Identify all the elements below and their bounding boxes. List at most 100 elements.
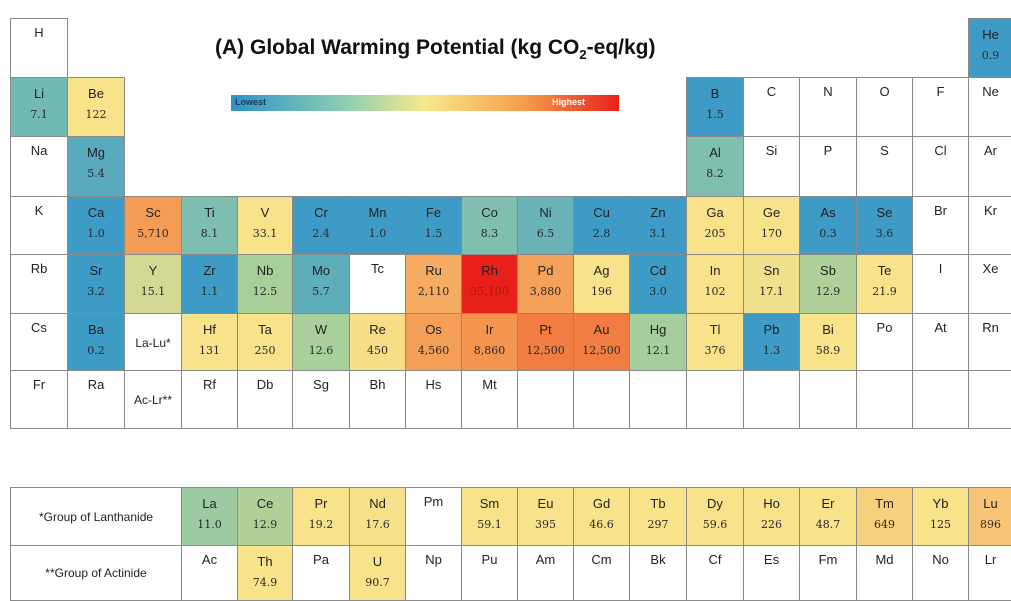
element-symbol: In [709, 263, 721, 278]
element-value: 0.2 [87, 344, 105, 357]
element-cell-mt: Mt [461, 370, 518, 429]
element-symbol: Ce [256, 496, 274, 511]
element-cell-cl: Cl [912, 136, 969, 197]
element-value: 226 [761, 518, 782, 531]
element-cell-pt: Pt 12,500 [517, 313, 574, 371]
element-cell-f: F [912, 77, 969, 137]
series-label-text: *Group of Lanthanide [38, 509, 154, 524]
element-symbol: Ti [204, 205, 215, 220]
element-symbol: Co [481, 205, 498, 220]
element-value: 8.3 [480, 227, 499, 240]
element-cell-si: Si [743, 136, 800, 197]
element-cell-ge: Ge 170 [743, 196, 800, 255]
element-value: 12.9 [252, 518, 278, 531]
element-symbol: Er [821, 496, 835, 511]
element-symbol: Lu [983, 496, 998, 511]
title-main: (A) Global Warming Potential (kg CO [215, 36, 580, 59]
element-symbol: W [314, 322, 328, 337]
element-symbol: Ac-Lr** [133, 393, 172, 407]
element-symbol: Na [30, 143, 48, 158]
element-symbol: Sc [145, 205, 161, 220]
element-symbol: K [34, 203, 44, 218]
element-cell-nd: Nd 17.6 [349, 487, 406, 546]
element-value: 12.9 [815, 285, 841, 298]
element-symbol: Am [535, 552, 556, 567]
element-value: 3,880 [529, 285, 562, 298]
element-cell-zr: Zr 1.1 [181, 254, 238, 314]
element-cell-pd: Pd 3,880 [517, 254, 574, 314]
element-cell-tb: Tb 297 [629, 487, 687, 546]
element-cell-fr: Fr [10, 370, 68, 429]
element-symbol: V [260, 205, 270, 220]
element-value: 12,500 [526, 344, 565, 357]
element-cell-nb: Nb 12.5 [237, 254, 293, 314]
element-cell-ag: Ag 196 [573, 254, 630, 314]
element-symbol: Rb [30, 261, 48, 276]
element-symbol: Hf [203, 322, 216, 337]
legend-high-label: Highest [551, 97, 585, 107]
element-value: 59.6 [702, 518, 728, 531]
element-symbol: I [938, 261, 943, 276]
element-symbol: La-Lu* [135, 336, 171, 350]
element-cell-i: I [912, 254, 969, 314]
element-value: 297 [647, 518, 669, 531]
element-cell-rb: Rb [10, 254, 68, 314]
element-cell-fe: Fe 1.5 [405, 196, 462, 255]
element-cell-am: Am [517, 545, 574, 601]
element-value: 15.1 [140, 285, 166, 298]
element-symbol: Th [257, 554, 273, 569]
element-symbol: As [820, 205, 836, 220]
element-cell-rf: Rf [181, 370, 238, 429]
element-cell-gd: Gd 46.6 [573, 487, 630, 546]
element-cell-n: N [799, 77, 857, 137]
series-label-text: **Group of Actinide [45, 566, 147, 580]
element-symbol: Y [148, 263, 158, 278]
element-value: 2.4 [312, 227, 330, 240]
element-symbol: Cu [593, 205, 610, 220]
element-cell-al: Al 8.2 [686, 136, 744, 197]
element-cell-c: C [743, 77, 800, 137]
element-symbol: Xe [982, 261, 999, 276]
element-cell-db: Db [237, 370, 293, 429]
element-symbol: Pr [314, 496, 328, 511]
element-symbol: Re [369, 322, 386, 337]
element-cell-in: In 102 [686, 254, 744, 314]
element-value: 5.7 [312, 285, 330, 298]
element-cell-cs: Cs [10, 313, 68, 371]
element-cell-hf: Hf 131 [181, 313, 238, 371]
element-cell-be: Be 122 [67, 77, 125, 137]
element-cell-dy: Dy 59.6 [686, 487, 744, 546]
element-symbol: At [934, 320, 947, 335]
element-cell-br: Br [912, 196, 969, 255]
element-symbol: Cr [314, 205, 328, 220]
element-symbol: Hs [425, 377, 442, 392]
element-cell-blank [517, 370, 574, 429]
element-cell-y: Y 15.1 [124, 254, 182, 314]
element-symbol: Es [763, 552, 780, 567]
element-value: 205 [704, 227, 726, 240]
series-label-actinides: **Group of Actinide [10, 545, 182, 601]
element-symbol: Ca [87, 205, 105, 220]
element-symbol: Ni [539, 205, 552, 220]
element-cell-kr: Kr [968, 196, 1011, 255]
element-cell-ru: Ru 2,110 [405, 254, 462, 314]
element-symbol: Cs [31, 320, 47, 335]
legend-low-label: Lowest [235, 97, 267, 107]
element-symbol: U [372, 554, 383, 569]
element-cell-blank [799, 370, 857, 429]
element-value: 5,710 [137, 227, 169, 240]
element-symbol: Ir [485, 322, 494, 337]
element-cell-sb: Sb 12.9 [799, 254, 857, 314]
element-symbol: Se [876, 205, 893, 220]
element-symbol: Ga [706, 205, 724, 220]
element-cell-s: S [856, 136, 913, 197]
element-value: 170 [761, 227, 782, 240]
element-cell-pr: Pr 19.2 [292, 487, 350, 546]
element-symbol: Eu [537, 496, 554, 511]
element-value: 6.5 [536, 227, 555, 240]
element-cell-bi: Bi 58.9 [799, 313, 857, 371]
element-symbol: Ac [201, 552, 218, 567]
element-cell-se: Se 3.6 [856, 196, 913, 255]
element-cell-mn: Mn 1.0 [349, 196, 406, 255]
element-value: 8.2 [706, 167, 724, 180]
